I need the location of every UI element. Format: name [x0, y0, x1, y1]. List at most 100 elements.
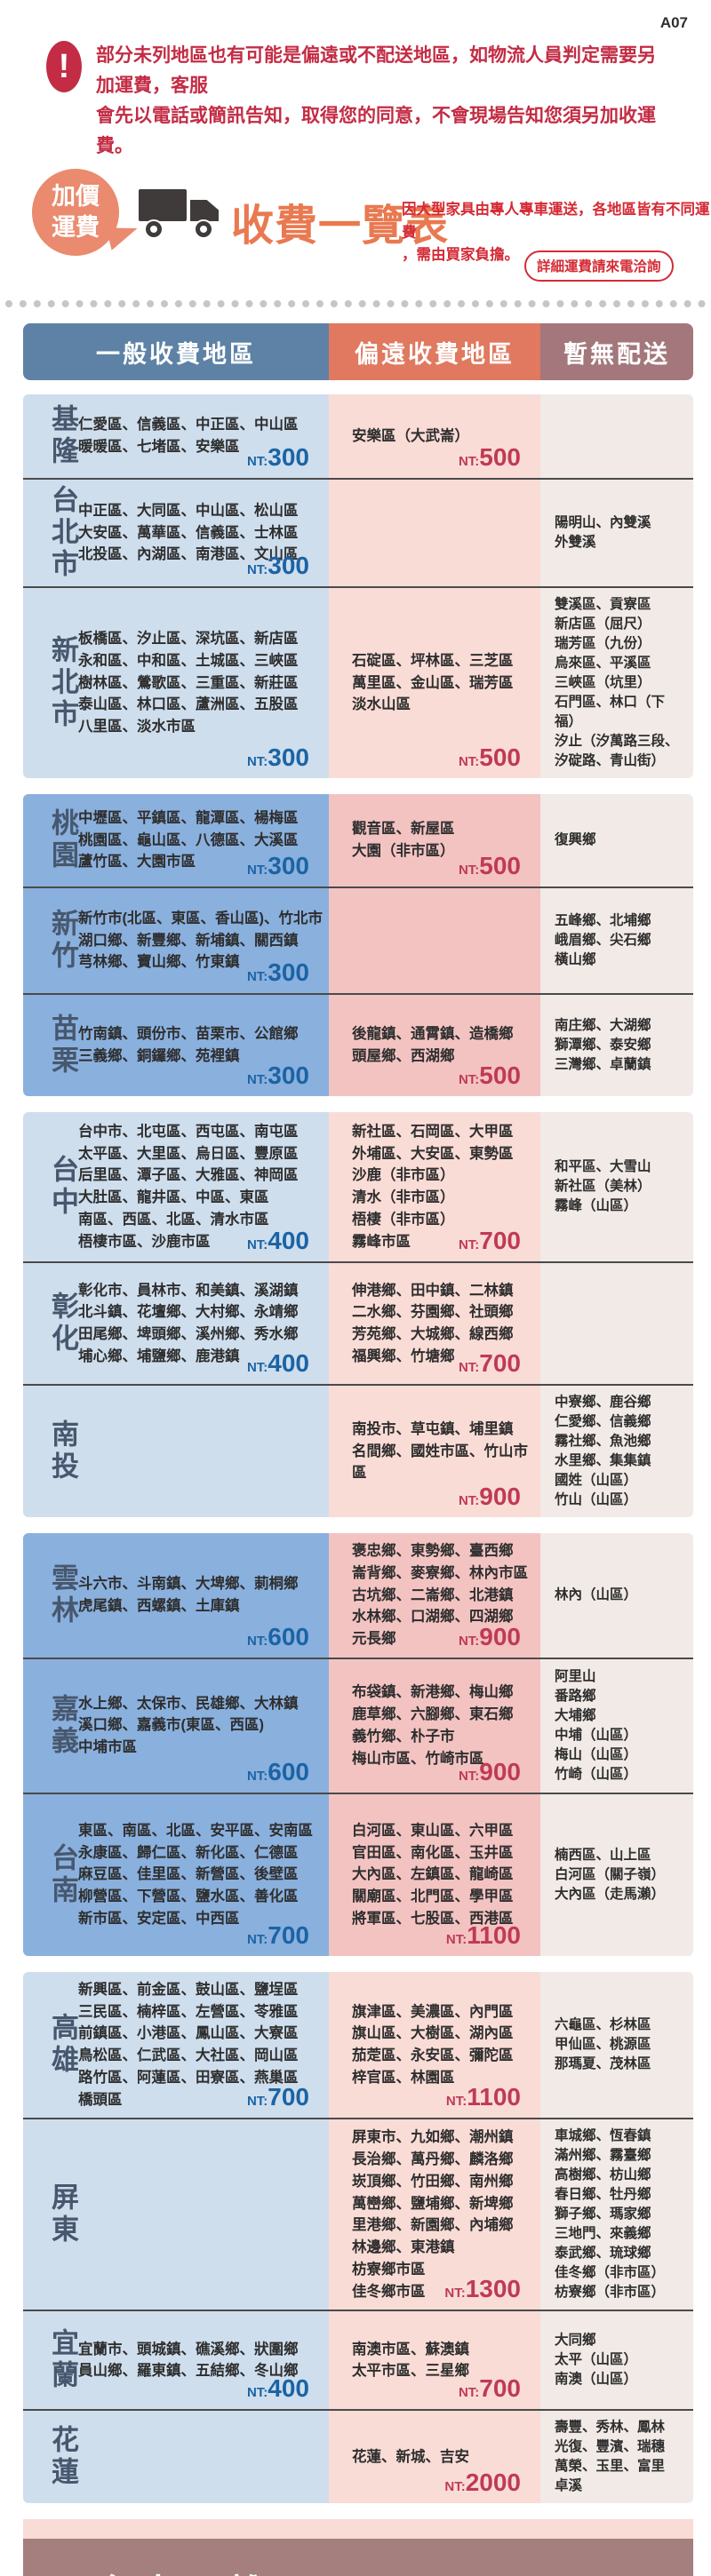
general-fee-cell: 高雄 新興區、前金區、鼓山區、鹽埕區 三民區、楠梓區、左營區、苓雅區 前鎮區、小港… [23, 1971, 329, 2119]
no-delivery-cell: 雙溪區、貢寮區 新店區（屈尺） 瑞芳區（九份） 烏來區、平溪區 三峽區（坑里） … [540, 588, 693, 779]
region-group: 高雄 新興區、前金區、鼓山區、鹽埕區 三民區、楠梓區、左營區、苓雅區 前鎮區、小港… [23, 1971, 693, 2504]
currency-prefix: NT: [445, 1931, 467, 1947]
general-fee-cell: 新竹 新竹市(北區、東區、香山區)、竹北市 湖口鄉、新豐鄉、新埔鎮、關西鎮 芎林鄉… [23, 888, 329, 994]
taitung-islands-title: 台東、離島 [96, 2564, 296, 2576]
currency-prefix: NT: [458, 1360, 480, 1376]
header-no-delivery: 暫無配送 [540, 323, 693, 381]
fee-amount: NT:300 [247, 958, 309, 987]
currency-prefix: NT: [458, 2385, 480, 2401]
remote-fee-cell: 後龍鎮、通霄鎮、造橋鄉 頭屋鄉、西湖鄉 NT:500 [329, 995, 540, 1097]
region-label: 新北市 [47, 635, 78, 732]
area-list: 六龜區、杉林區 甲仙區、桃源區 那瑪夏、茂林區 [555, 2017, 651, 2072]
area-list: 南庄鄉、大湖鄉 獅潭鄉、泰安鄉 三灣鄉、卓蘭鎮 [555, 1018, 651, 1073]
fee-amount: NT:2000 [444, 2469, 521, 2497]
fee-amount: NT:600 [247, 1758, 309, 1786]
general-fee-cell: 新北市 板橋區、汐止區、深坑區、新店區 永和區、中和區、土城區、三峽區 樹林區、鶯… [23, 588, 329, 779]
fee-value: 900 [479, 1757, 521, 1785]
area-list: 林內（山區） [555, 1586, 638, 1602]
remote-fee-cell: 旗津區、美濃區、內門區 旗山區、大樹區、湖內區 茄萣區、永安區、彌陀區 梓官區、… [329, 1971, 540, 2119]
currency-prefix: NT: [246, 1237, 268, 1253]
remote-fee-cell: 南澳市區、蘇澳鎮 太平市區、三星鄉 NT:700 [329, 2311, 540, 2410]
row-divider [23, 886, 693, 889]
general-fee-cell: 花蓮 [23, 2411, 329, 2504]
area-list: 旗津區、美濃區、內門區 旗山區、大樹區、湖內區 茄萣區、永安區、彌陀區 梓官區、… [352, 2003, 514, 2086]
region-row: 台北市 中正區、大同區、中山區、松山區 大安區、萬華區、信義區、士林區 北投區、內… [23, 480, 693, 587]
fee-value: 900 [479, 1622, 521, 1650]
fee-amount: NT:900 [459, 1623, 521, 1651]
fee-value: 700 [479, 1227, 521, 1255]
extra-fee-bubble: 加價 運費 [32, 169, 119, 257]
area-list: 阿里山 番路鄉 大埔鄉 中埔（山區） 梅山（山區） 竹崎（山區） [555, 1668, 638, 1782]
area-list: 安樂區（大武崙） [352, 427, 469, 444]
fee-amount: NT:700 [459, 2374, 521, 2403]
currency-prefix: NT: [246, 1633, 268, 1649]
row-divider [23, 2310, 693, 2312]
region-group: 雲林 斗六市、斗南鎮、大埤鄉、莿桐鄉 虎尾鎮、西螺鎮、土庫鎮 NT:600 褒忠鄉、東… [23, 1533, 693, 1956]
fee-amount: NT:700 [459, 1227, 521, 1255]
currency-prefix: NT: [444, 2479, 466, 2495]
no-delivery-cell: 阿里山 番路鄉 大埔鄉 中埔（山區） 梅山（山區） 竹崎（山區） [540, 1658, 693, 1793]
fee-value: 2000 [465, 2469, 521, 2497]
area-list: 中寮鄉、鹿谷鄉 仁愛鄉、信義鄉 霧社鄉、魚池鄉 水里鄉、集集鎮 國姓（山區） 竹… [555, 1395, 651, 1508]
truck-icon [135, 185, 228, 246]
fee-amount: NT:600 [247, 1623, 309, 1651]
remote-fee-cell [329, 888, 540, 994]
no-delivery-cell: 壽豐、秀林、鳳林 光復、豐濱、瑞穗 萬榮、玉里、富里 卓溪 [540, 2411, 693, 2504]
area-list: 南投市、草屯鎮、埔里鎮 名間鄉、國姓市區、竹山市區 [352, 1420, 528, 1482]
row-divider [23, 1261, 693, 1264]
row-divider [23, 478, 693, 481]
general-fee-cell: 桃園 中壢區、平鎮區、龍潭區、楊梅區 桃園區、龜山區、八德區、大溪區 蘆竹區、大園… [23, 794, 329, 887]
fee-value: 600 [268, 1757, 309, 1785]
area-list: 南澳市區、蘇澳鎮 太平市區、三星鄉 [352, 2341, 469, 2380]
fee-value: 300 [268, 1061, 309, 1090]
area-list: 中正區、大同區、中山區、松山區 大安區、萬華區、信義區、士林區 北投區、內湖區、… [78, 502, 299, 563]
general-fee-cell: 台中 台中市、北屯區、西屯區、南屯區 太平區、大里區、烏日區、豐原區 后里區、潭子… [23, 1112, 329, 1262]
area-list: 壽豐、秀林、鳳林 光復、豐濱、瑞穗 萬榮、玉里、富里 卓溪 [555, 2420, 666, 2494]
fee-amount: NT:1100 [446, 2083, 521, 2111]
area-list: 斗六市、斗南鎮、大埤鄉、莿桐鄉 虎尾鎮、西螺鎮、土庫鎮 [78, 1576, 299, 1614]
region-group: 基隆 仁愛區、信義區、中正區、中山區 暖暖區、七堵區、安樂區 NT:300 安樂區（大… [23, 394, 693, 779]
fee-amount: NT:500 [459, 443, 521, 472]
no-delivery-cell: 陽明山、內雙溪 外雙溪 [540, 480, 693, 587]
fee-amount: NT:300 [247, 743, 309, 772]
general-fee-cell: 台北市 中正區、大同區、中山區、松山區 大安區、萬華區、信義區、士林區 北投區、內… [23, 480, 329, 587]
general-fee-cell: 屏東 [23, 2119, 329, 2310]
currency-prefix: NT: [246, 562, 268, 578]
region-label: 基隆 [47, 404, 78, 469]
no-delivery-cell: 楠西區、山上區 白河區（關子嶺） 大內區（走馬瀨） [540, 1793, 693, 1956]
exclamation-icon: ! [46, 41, 82, 92]
area-list: 車城鄉、恆春鎮 滿州鄉、霧臺鄉 高樹鄉、枋山鄉 春日鄉、牡丹鄉 獅子鄉、瑪家鄉 … [555, 2128, 666, 2301]
area-list: 新竹市(北區、東區、香山區)、竹北市 湖口鄉、新豐鄉、新埔鎮、關西鎮 芎林鄉、寶… [78, 910, 323, 971]
area-list: 觀音區、新屋區 大園（非市區） [352, 821, 455, 860]
fee-value: 400 [268, 2374, 309, 2403]
region-row: 花蓮 花蓮、新城、吉安 NT:2000 壽豐、秀林、鳳林 光復、豐濱、瑞穗 萬榮、玉里… [23, 2411, 693, 2504]
remote-color-strip [23, 2519, 693, 2540]
fee-value: 300 [268, 852, 309, 880]
area-list: 雙溪區、貢寮區 新店區（屈尺） 瑞芳區（九份） 烏來區、平溪區 三峽區（坑里） … [555, 597, 679, 769]
fee-amount: NT:400 [247, 1227, 309, 1255]
currency-prefix: NT: [458, 1237, 480, 1253]
no-delivery-cell: 大同鄉 太平（山區） 南澳（山區） [540, 2311, 693, 2410]
currency-prefix: NT: [246, 1072, 268, 1088]
region-row: 宜蘭 宜蘭市、頭城鎮、礁溪鄉、狀圍鄉 員山鄉、羅東鎮、五結鄉、冬山鄉 NT:400 南… [23, 2311, 693, 2410]
area-list: 後龍鎮、通霄鎮、造橋鄉 頭屋鄉、西湖鄉 [352, 1026, 514, 1065]
currency-prefix: NT: [445, 2094, 467, 2110]
remote-fee-cell: 布袋鎮、新港鄉、梅山鄉 鹿草鄉、六腳鄉、東石鄉 義竹鄉、朴子市 梅山市區、竹崎市… [329, 1658, 540, 1793]
currency-prefix: NT: [246, 1360, 268, 1376]
currency-prefix: NT: [246, 1768, 268, 1784]
general-fee-cell: 彰化 彰化市、員林市、和美鎮、溪湖鎮 北斗鎮、花壇鄉、大村鄉、永靖鄉 田尾鄉、埤頭… [23, 1263, 329, 1385]
area-list: 屏東市、九如鄉、潮州鎮 長治鄉、萬丹鄉、麟洛鄉 崁頂鄉、竹田鄉、南州鄉 萬巒鄉、… [352, 2129, 514, 2300]
remote-fee-cell: 伸港鄉、田中鎮、二林鎮 二水鄉、芬園鄉、社頭鄉 芳苑鄉、大城鄉、線西鄉 福興鄉、… [329, 1263, 540, 1385]
region-row: 台南 東區、南區、北區、安平區、安南區 永康區、歸仁區、新化區、仁德區 麻豆區、佳… [23, 1793, 693, 1956]
region-row: 高雄 新興區、前金區、鼓山區、鹽埕區 三民區、楠梓區、左營區、苓雅區 前鎮區、小港… [23, 1971, 693, 2119]
no-delivery-cell: 南庄鄉、大湖鄉 獅潭鄉、泰安鄉 三灣鄉、卓蘭鎮 [540, 995, 693, 1097]
region-group: 台中 台中市、北屯區、西屯區、南屯區 太平區、大里區、烏日區、豐原區 后里區、潭子… [23, 1112, 693, 1518]
area-list: 竹南鎮、頭份市、苗栗市、公館鄉 三義鄉、銅鑼鄉、苑裡鎮 [78, 1026, 299, 1065]
remote-fee-cell [329, 480, 540, 587]
header-general-fee: 一般收費地區 [23, 323, 329, 381]
currency-prefix: NT: [246, 2385, 268, 2401]
no-delivery-cell: 中寮鄉、鹿谷鄉 仁愛鄉、信義鄉 霧社鄉、魚池鄉 水里鄉、集集鎮 國姓（山區） 竹… [540, 1386, 693, 1518]
remote-fee-cell: 新社區、石岡區、大甲區 外埔區、大安區、東勢區 沙鹿（非市區） 清水（非市區） … [329, 1112, 540, 1262]
region-label: 嘉義 [47, 1693, 78, 1758]
region-label: 雲林 [47, 1562, 78, 1627]
